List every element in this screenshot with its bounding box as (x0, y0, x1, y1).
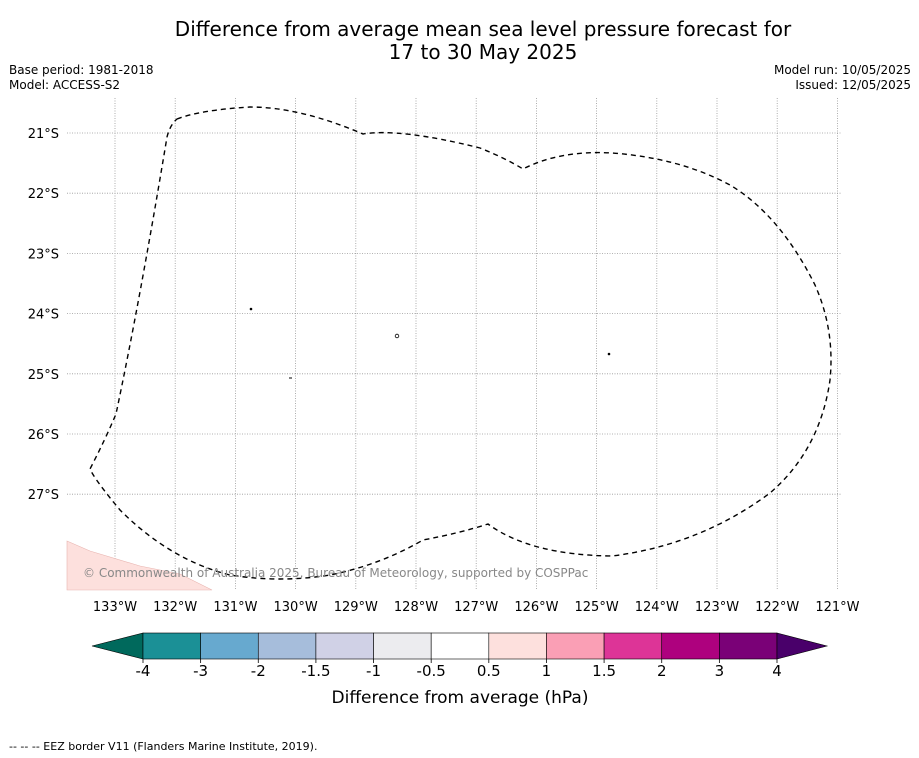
lat-label: 27°S (28, 488, 59, 503)
meta-right: Model run: 10/05/2025 Issued: 12/05/2025 (774, 63, 911, 93)
colorbar: -4 -3 -2 -1.5 -1 -0.5 0.5 1 1.5 2 3 4 Difference fr… (91, 632, 829, 708)
island-marker (607, 352, 611, 356)
title-line-2: 17 to 30 May 2025 (388, 40, 578, 64)
lon-label: 127°W (454, 600, 498, 615)
lon-label: 125°W (575, 600, 619, 615)
lat-label: 24°S (28, 308, 59, 323)
lon-label: 123°W (695, 600, 739, 615)
colorbar-segment (257, 632, 317, 660)
lon-label: 128°W (394, 600, 438, 615)
title-line-1: Difference from average mean sea level p… (174, 17, 792, 41)
colorbar-tick-label: 4 (772, 662, 782, 680)
island-marker (249, 307, 253, 311)
eez-footnote: -- -- -- EEZ border V11 (Flanders Marine… (9, 740, 318, 753)
lon-label: 126°W (514, 600, 558, 615)
colorbar-under-arrow (91, 632, 144, 660)
colorbar-tick-label: -0.5 (417, 662, 446, 680)
issued-text: Issued: 12/05/2025 (795, 78, 911, 92)
colorbar-tick-label: -2 (251, 662, 266, 680)
colorbar-title: Difference from average (hPa) (332, 688, 589, 708)
colorbar-tick-label: 0.5 (477, 662, 501, 680)
lon-label: 133°W (93, 600, 137, 615)
colorbar-tick-label: -4 (136, 662, 151, 680)
colorbar-segment (603, 632, 663, 660)
colorbar-over-arrow (776, 632, 829, 660)
island-marker (394, 333, 400, 339)
colorbar-segment (488, 632, 547, 660)
gridlines (67, 98, 842, 590)
lon-label: 131°W (213, 600, 257, 615)
colorbar-tick-label: -3 (193, 662, 208, 680)
meta-left: Base period: 1981-2018 Model: ACCESS-S2 (9, 63, 154, 93)
island-markers (249, 307, 611, 379)
lon-label: 122°W (755, 600, 799, 615)
colorbar-segment (373, 632, 432, 660)
lat-label: 25°S (28, 368, 59, 383)
colorbar-tick-label: -1 (366, 662, 381, 680)
colorbar-segment (315, 632, 374, 660)
lat-label: 21°S (28, 127, 59, 142)
eez-border (89, 106, 832, 580)
colorbar-segment (200, 632, 259, 660)
latitude-labels: 21°S 22°S 23°S 24°S 25°S 26°S 27°S (28, 127, 59, 503)
model-text: Model: ACCESS-S2 (9, 78, 121, 92)
lon-label: 121°W (815, 600, 859, 615)
copyright-text: © Commonwealth of Australia 2025, Bureau… (83, 566, 588, 580)
map-title: Difference from average mean sea level p… (0, 18, 919, 64)
colorbar-segment (142, 632, 201, 660)
colorbar-segment (719, 632, 778, 660)
lon-label: 130°W (274, 600, 318, 615)
lon-label: 129°W (334, 600, 378, 615)
lat-label: 23°S (28, 247, 59, 262)
base-period-text: Base period: 1981-2018 (9, 63, 154, 77)
colorbar-tick-label: 3 (715, 662, 725, 680)
colorbar-segment (546, 632, 605, 660)
colorbar-tick-label: -1.5 (301, 662, 330, 680)
colorbar-segment (661, 632, 720, 660)
colorbar-tick-label: 1 (542, 662, 552, 680)
lat-label: 26°S (28, 428, 59, 443)
colorbar-tick-label: 1.5 (592, 662, 616, 680)
lon-label: 124°W (635, 600, 679, 615)
colorbar-tick-label: 2 (657, 662, 667, 680)
longitude-labels: 133°W 132°W 131°W 130°W 129°W 128°W 127°W 126°W… (93, 600, 860, 615)
lon-label: 132°W (153, 600, 197, 615)
lat-label: 22°S (28, 187, 59, 202)
model-run-text: Model run: 10/05/2025 (773, 63, 911, 77)
colorbar-segment (430, 632, 490, 660)
shaded-pressure-area (66, 540, 213, 591)
